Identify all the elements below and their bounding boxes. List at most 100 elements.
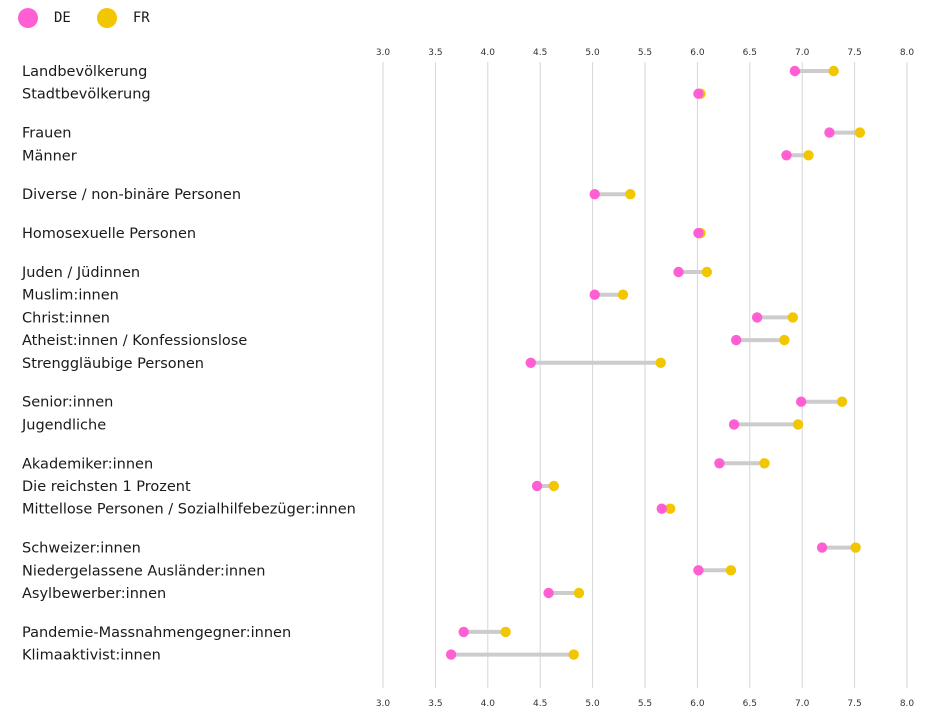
- category-label: Homosexuelle Personen: [22, 226, 196, 242]
- dot-de: [816, 542, 828, 553]
- x-tick-label-bottom: 4.0: [481, 699, 496, 708]
- legend-item-fr: FR: [96, 8, 150, 28]
- dot-fr: [854, 127, 866, 138]
- category-row: Männer: [22, 148, 814, 164]
- dot-fr: [725, 565, 737, 576]
- category-label: Diverse / non-binäre Personen: [22, 187, 241, 203]
- dot-fr: [836, 396, 848, 407]
- dot-de: [795, 396, 807, 407]
- category-label: Christ:innen: [22, 310, 110, 326]
- legend: DE FR: [18, 6, 150, 30]
- dot-fr: [655, 357, 666, 368]
- category-label: Männer: [22, 148, 77, 164]
- dot-de: [789, 65, 801, 77]
- dot-fr: [779, 334, 790, 346]
- category-label: Klimaaktivist:innen: [22, 648, 161, 664]
- x-axis-top: 3.0 3.5 4.0 4.5 5.0 5.5 6.0 6.5 7.0 7.5 8.0: [376, 48, 915, 58]
- x-tick-label-bottom: 8.0: [900, 699, 915, 708]
- grid-lines: [382, 62, 908, 688]
- category-row: Homosexuelle Personen: [22, 226, 706, 242]
- category-label: Schweizer:innen: [22, 541, 141, 557]
- dot-de: [589, 289, 600, 300]
- category-label: Senior:innen: [22, 395, 113, 411]
- category-label: Die reichsten 1 Prozent: [22, 479, 191, 495]
- dot-fr: [573, 587, 585, 599]
- category-row: Christ:innen: [22, 310, 798, 326]
- category-row: Pandemie-Massnahmengegner:innen: [22, 625, 511, 641]
- category-row: Akademiker:innen: [22, 456, 770, 472]
- category-row: Schweizer:innen: [22, 541, 861, 557]
- x-tick-label-bottom: 7.0: [795, 699, 810, 708]
- x-tick-label-bottom: 5.5: [638, 699, 652, 708]
- x-tick-label-top: 4.5: [533, 48, 547, 58]
- dot-fr: [664, 503, 676, 514]
- x-axis-bottom: 3.0 3.5 4.0 4.5 5.0 5.5 6.0 6.5 7.0 7.5 8.0: [376, 699, 915, 708]
- dot-de: [730, 334, 742, 346]
- category-row: Mittellose Personen / Sozialhilfebezüger…: [22, 502, 676, 518]
- x-tick-label-top: 4.0: [481, 48, 496, 58]
- category-row: Die reichsten 1 Prozent: [22, 479, 560, 495]
- dot-de: [693, 227, 704, 239]
- dot-fr: [568, 649, 579, 660]
- dot-fr: [803, 150, 814, 161]
- dot-de: [693, 88, 704, 99]
- dot-de: [714, 458, 725, 469]
- x-tick-label-top: 3.5: [428, 48, 442, 58]
- dot-fr: [701, 266, 713, 278]
- category-label: Muslim:innen: [22, 288, 119, 304]
- x-tick-label-bottom: 7.5: [847, 699, 861, 708]
- legend-label-fr: FR: [132, 10, 150, 26]
- category-row: Stadtbevölkerung: [22, 87, 706, 103]
- legend-label-de: DE: [54, 10, 71, 26]
- legend-swatch-de: [18, 8, 38, 28]
- x-tick-label-bottom: 6.0: [690, 699, 705, 708]
- x-tick-label-top: 8.0: [900, 48, 915, 58]
- x-tick-label-top: 3.0: [376, 48, 391, 58]
- dot-de: [589, 189, 600, 200]
- category-label: Jugendliche: [21, 417, 106, 433]
- x-tick-label-top: 6.0: [690, 48, 705, 58]
- category-label: Juden / Jüdinnen: [21, 265, 140, 281]
- dot-fr: [617, 289, 629, 300]
- dot-de: [751, 312, 763, 323]
- dot-fr: [828, 65, 839, 77]
- category-label: Pandemie-Massnahmengegner:innen: [22, 625, 291, 641]
- category-label: Akademiker:innen: [22, 456, 153, 472]
- category-row: Klimaaktivist:innen: [22, 648, 579, 664]
- category-row: Muslim:innen: [22, 288, 629, 304]
- x-tick-label-top: 5.5: [638, 48, 652, 58]
- category-label: Atheist:innen / Konfessionslose: [22, 333, 247, 349]
- x-tick-label-top: 7.0: [795, 48, 810, 58]
- dot-de: [824, 127, 835, 138]
- category-row: Niedergelassene Ausländer:innen: [22, 563, 737, 579]
- category-label: Strenggläubige Personen: [22, 356, 204, 372]
- category-label: Asylbewerber:innen: [22, 586, 166, 602]
- category-label: Mittellose Personen / Sozialhilfebezüger…: [22, 502, 356, 518]
- category-row: Landbevölkerung: [22, 64, 839, 80]
- category-label: Stadtbevölkerung: [22, 87, 151, 103]
- dot-de: [673, 266, 684, 278]
- category-row: Asylbewerber:innen: [22, 586, 585, 602]
- dot-de: [728, 419, 740, 430]
- category-row: Juden / Jüdinnen: [21, 265, 713, 281]
- category-label: Niedergelassene Ausländer:innen: [22, 563, 265, 579]
- x-tick-label-bottom: 5.0: [585, 699, 600, 708]
- category-row: Diverse / non-binäre Personen: [22, 187, 636, 203]
- dot-de: [525, 357, 536, 368]
- dot-fr: [625, 189, 636, 200]
- dot-de: [693, 565, 704, 576]
- dot-de: [656, 503, 667, 514]
- dot-fr: [850, 542, 861, 553]
- category-row: Frauen: [22, 126, 866, 142]
- dot-fr: [759, 458, 770, 469]
- category-label: Frauen: [22, 126, 71, 142]
- category-row: Strenggläubige Personen: [22, 356, 666, 372]
- x-tick-label-top: 7.5: [847, 48, 861, 58]
- legend-item-de: DE: [18, 8, 71, 28]
- dot-fr: [792, 419, 804, 430]
- dot-de: [531, 480, 543, 492]
- dot-fr: [548, 480, 560, 492]
- dot-de: [543, 587, 554, 599]
- category-label: Landbevölkerung: [22, 64, 147, 80]
- chart-rows: Landbevölkerung Stadtbevölkerung Frauen Män…: [21, 64, 866, 664]
